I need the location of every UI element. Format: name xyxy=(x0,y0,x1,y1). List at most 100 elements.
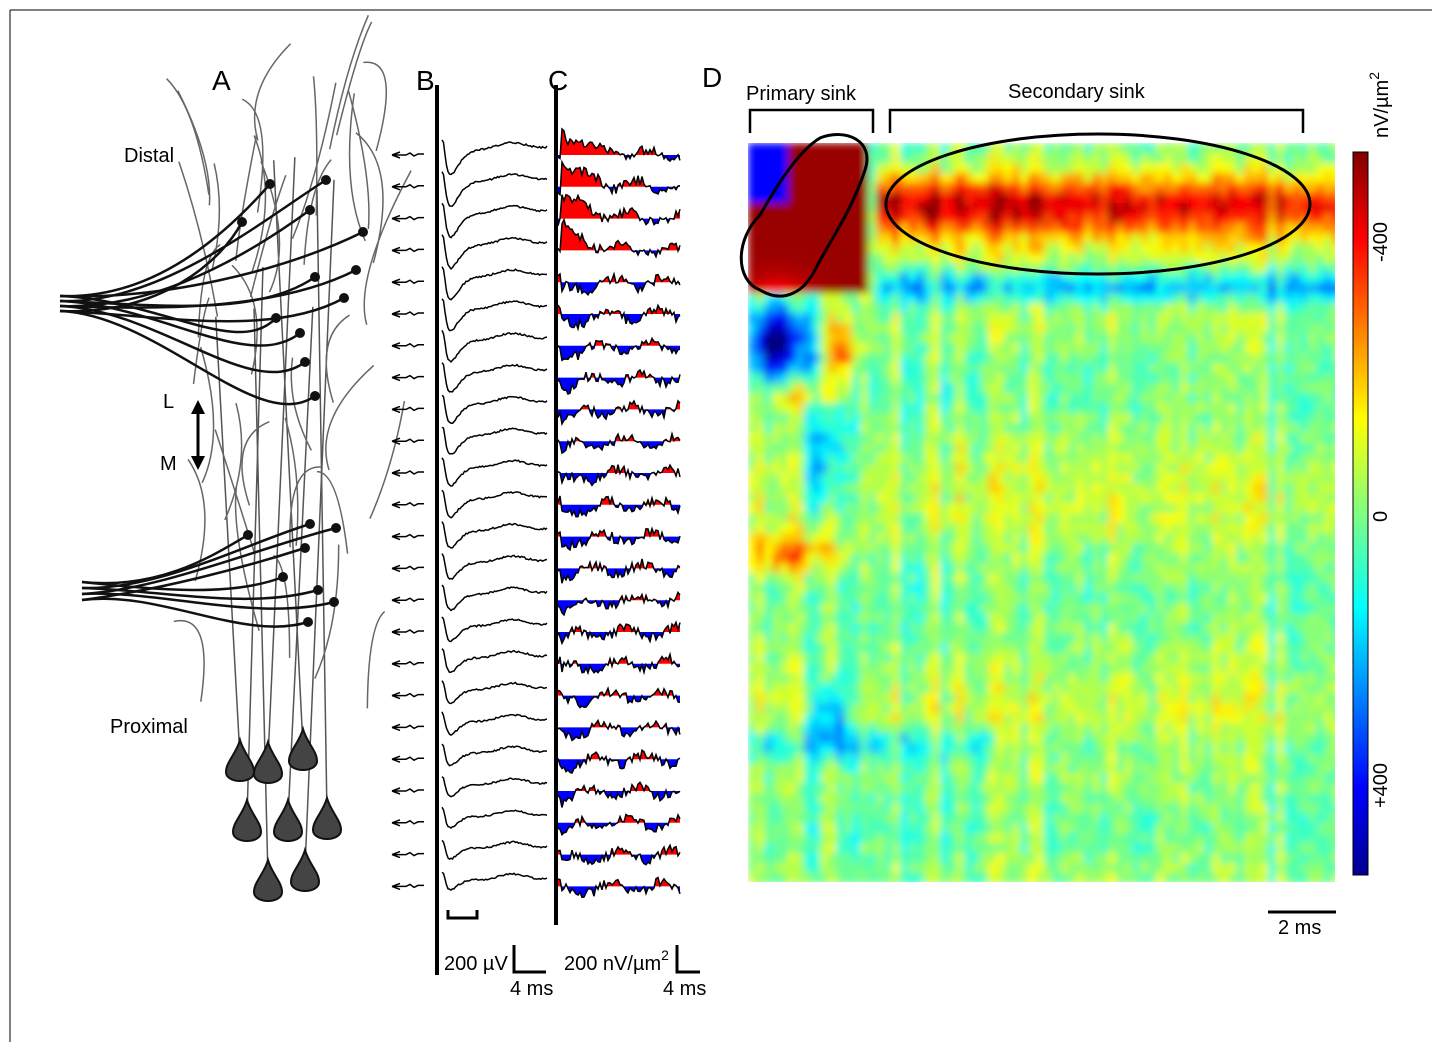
cell xyxy=(820,143,829,154)
fill xyxy=(576,168,578,187)
bouton xyxy=(303,617,313,627)
cell xyxy=(948,363,957,374)
cell xyxy=(1100,473,1109,484)
cell xyxy=(908,763,917,774)
cell xyxy=(956,833,965,844)
cell xyxy=(956,413,965,424)
cell xyxy=(900,183,909,194)
dendrite xyxy=(363,62,386,151)
cell xyxy=(924,663,933,674)
cell xyxy=(1028,673,1037,684)
cell xyxy=(1012,563,1021,574)
cell xyxy=(844,283,853,294)
cell xyxy=(852,823,861,834)
cell xyxy=(820,473,829,484)
cell xyxy=(1084,733,1093,744)
cell xyxy=(852,223,861,234)
cell xyxy=(1036,843,1045,854)
cell xyxy=(788,273,797,284)
cell xyxy=(868,323,877,334)
cell xyxy=(820,723,829,734)
cell xyxy=(964,673,973,684)
cell xyxy=(812,563,821,574)
cell xyxy=(1044,393,1053,404)
cell xyxy=(876,243,885,254)
cell xyxy=(796,163,805,174)
cell xyxy=(748,243,757,254)
cell xyxy=(1084,303,1093,314)
cell xyxy=(932,763,941,774)
cell xyxy=(996,343,1005,354)
cell xyxy=(748,793,757,804)
cell xyxy=(908,653,917,664)
cell xyxy=(908,403,917,414)
cell xyxy=(1076,823,1085,834)
cell xyxy=(884,623,893,634)
cell xyxy=(868,453,877,464)
cell xyxy=(964,413,973,424)
cell xyxy=(884,283,893,294)
cell xyxy=(1052,523,1061,534)
cell xyxy=(964,353,973,364)
cell xyxy=(996,233,1005,244)
cell xyxy=(924,783,933,794)
cell xyxy=(844,313,853,324)
cell xyxy=(940,783,949,794)
cell xyxy=(988,173,997,184)
cell xyxy=(788,493,797,504)
cell xyxy=(868,243,877,254)
fill xyxy=(568,196,570,219)
cell xyxy=(1076,193,1085,204)
cell xyxy=(788,843,797,854)
cell xyxy=(884,603,893,614)
cell xyxy=(1060,603,1069,614)
cell xyxy=(908,143,917,154)
cell xyxy=(956,493,965,504)
cell xyxy=(836,473,845,484)
cell xyxy=(980,623,989,634)
cell xyxy=(988,603,997,614)
cell xyxy=(860,753,869,764)
cell xyxy=(964,203,973,214)
cell xyxy=(884,243,893,254)
cell xyxy=(1076,513,1085,524)
cell xyxy=(908,863,917,874)
bouton xyxy=(271,313,281,323)
cell xyxy=(1028,483,1037,494)
cell xyxy=(996,813,1005,824)
cell xyxy=(932,863,941,874)
cell xyxy=(1100,593,1109,604)
cell xyxy=(924,263,933,274)
cell xyxy=(1084,573,1093,584)
cell xyxy=(1036,403,1045,414)
cell xyxy=(820,793,829,804)
cell xyxy=(1092,593,1101,604)
scale-label: 4 ms xyxy=(510,978,553,1000)
cell xyxy=(812,143,821,154)
cell xyxy=(1028,433,1037,444)
cell xyxy=(924,433,933,444)
cell xyxy=(788,513,797,524)
cell xyxy=(812,203,821,214)
cell xyxy=(996,683,1005,694)
cell xyxy=(1028,683,1037,694)
cell xyxy=(996,513,1005,524)
cell xyxy=(988,773,997,784)
cell xyxy=(1044,183,1053,194)
cell xyxy=(1068,533,1077,544)
cell xyxy=(1084,773,1093,784)
cell xyxy=(1084,743,1093,754)
cell xyxy=(996,453,1005,464)
cell xyxy=(796,423,805,434)
cell xyxy=(852,703,861,714)
cell xyxy=(1004,703,1013,714)
cell xyxy=(972,723,981,734)
cell xyxy=(1076,853,1085,864)
cell xyxy=(892,523,901,534)
cell xyxy=(812,773,821,784)
cell xyxy=(1012,433,1021,444)
cell xyxy=(1004,633,1013,644)
cell xyxy=(772,163,781,174)
cell xyxy=(916,213,925,224)
cell xyxy=(980,613,989,624)
